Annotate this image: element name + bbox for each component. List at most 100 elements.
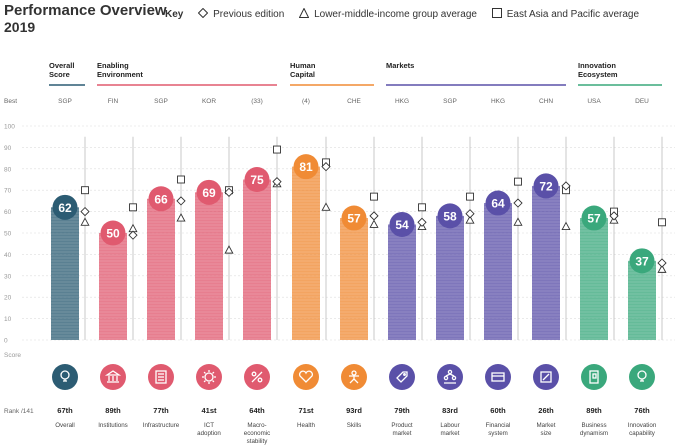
chip-icon <box>212 380 215 383</box>
legend-previous-label: Previous edition <box>213 9 285 20</box>
marker-lmi-8 <box>465 215 475 224</box>
person-icon <box>349 375 359 384</box>
group-name-human-1: Capital <box>290 70 315 79</box>
legend-previous: Previous edition <box>198 8 285 20</box>
macro-icon <box>251 371 263 383</box>
marker-prev-12 <box>657 258 667 268</box>
best-economy-11: USA <box>587 98 601 105</box>
score-value-11: 57 <box>587 212 601 226</box>
y-tick-80: 80 <box>4 166 12 173</box>
rank-axis-label: Rank /141 <box>4 408 34 415</box>
legend-lmi: Lower-middle-income group average <box>299 8 477 20</box>
pillar-6: CHE 57 93rd Skills <box>340 98 379 429</box>
marker-prev-7 <box>417 217 427 227</box>
bar-9 <box>484 203 512 340</box>
score-bubble-7 <box>389 211 415 237</box>
people-icon <box>443 375 449 381</box>
best-economy-6: CHE <box>347 98 361 105</box>
rank-9: 60th <box>490 406 506 415</box>
score-value-8: 58 <box>443 209 457 223</box>
score-bubble-2 <box>148 186 174 212</box>
pillar-label-11-0: Business <box>581 422 606 429</box>
rank-1: 89th <box>105 406 121 415</box>
heart-icon <box>299 370 313 383</box>
marker-prev-8 <box>465 209 475 219</box>
pillar-label-4-2: stability <box>247 438 269 445</box>
pillar-label-4-1: economic <box>244 430 270 437</box>
icon-circle-12 <box>629 364 655 390</box>
score-value-12: 37 <box>635 254 649 268</box>
rank-8: 83rd <box>442 406 458 415</box>
expand-icon <box>540 371 552 383</box>
marker-lmi-2 <box>176 213 186 222</box>
bar-3 <box>195 192 223 340</box>
marker-lmi-10 <box>561 221 571 231</box>
legend-eap: East Asia and Pacific average <box>491 8 639 20</box>
best-economy-10: CHN <box>539 98 553 105</box>
marker-lmi-6 <box>369 219 379 228</box>
bar-7 <box>388 224 416 340</box>
macro-icon <box>257 377 263 383</box>
score-value-10: 72 <box>539 179 553 193</box>
bar-12 <box>628 260 656 340</box>
bar-0 <box>51 207 79 340</box>
title-line-2: 2019 <box>4 19 36 35</box>
best-economy-4: (33) <box>251 98 263 105</box>
marker-eap-0 <box>81 186 89 195</box>
marker-eap-8 <box>466 192 474 201</box>
page-title: Performance Overview 2019 <box>4 2 167 36</box>
door-icon <box>592 373 597 379</box>
marker-eap-6 <box>370 192 378 201</box>
best-label: Best <box>4 98 17 105</box>
pillar-label-3-1: adoption <box>197 430 221 437</box>
score-value-7: 54 <box>395 218 409 232</box>
marker-eap-2 <box>177 175 185 184</box>
score-value-3: 69 <box>202 186 216 200</box>
marker-eap-12 <box>658 218 666 227</box>
y-tick-30: 30 <box>4 273 12 280</box>
icon-circle-7 <box>389 364 415 390</box>
score-bubble-5 <box>293 154 319 180</box>
rank-10: 26th <box>538 406 554 415</box>
pillar-label-9-0: Financial <box>486 422 511 429</box>
score-bubble-3 <box>196 179 222 205</box>
pillar-label-8-0: Labour <box>440 422 459 429</box>
icon-circle-8 <box>437 364 463 390</box>
chip-icon <box>204 372 214 382</box>
bar-5 <box>292 166 320 340</box>
marker-prev-9 <box>513 198 523 208</box>
chip-icon <box>203 380 206 383</box>
marker-eap-9 <box>514 177 522 186</box>
rank-6: 93rd <box>346 406 362 415</box>
y-tick-70: 70 <box>4 188 12 195</box>
group-name-human-0: Human <box>290 61 316 70</box>
chip-icon <box>212 371 215 374</box>
pillar-label-12-1: capability <box>629 430 656 437</box>
pillar-label-4-0: Macro- <box>247 422 266 429</box>
best-economy-8: SGP <box>443 98 457 105</box>
pillar-label-5-0: Health <box>297 422 315 429</box>
marker-prev-4 <box>272 177 282 187</box>
bar-8 <box>436 215 464 340</box>
triangle-icon <box>299 8 310 18</box>
bar-2 <box>147 198 175 340</box>
marker-eap-4 <box>273 145 281 154</box>
pillar-label-7-0: Product <box>391 422 413 429</box>
card-icon <box>491 372 505 382</box>
icon-circle-5 <box>293 364 319 390</box>
expand-icon <box>542 373 550 381</box>
best-economy-2: SGP <box>154 98 168 105</box>
marker-eap-1 <box>129 203 137 212</box>
pillar-label-0-0: Overall <box>55 422 75 429</box>
bar-1 <box>99 233 127 340</box>
group-name-innovation-0: Innovation <box>578 61 616 70</box>
legend: Key Previous edition Lower-middle-income… <box>165 8 651 20</box>
best-economy-12: DEU <box>635 98 649 105</box>
pillar-label-10-1: size <box>540 430 552 437</box>
diamond-icon <box>198 8 209 18</box>
rank-11: 89th <box>586 406 602 415</box>
